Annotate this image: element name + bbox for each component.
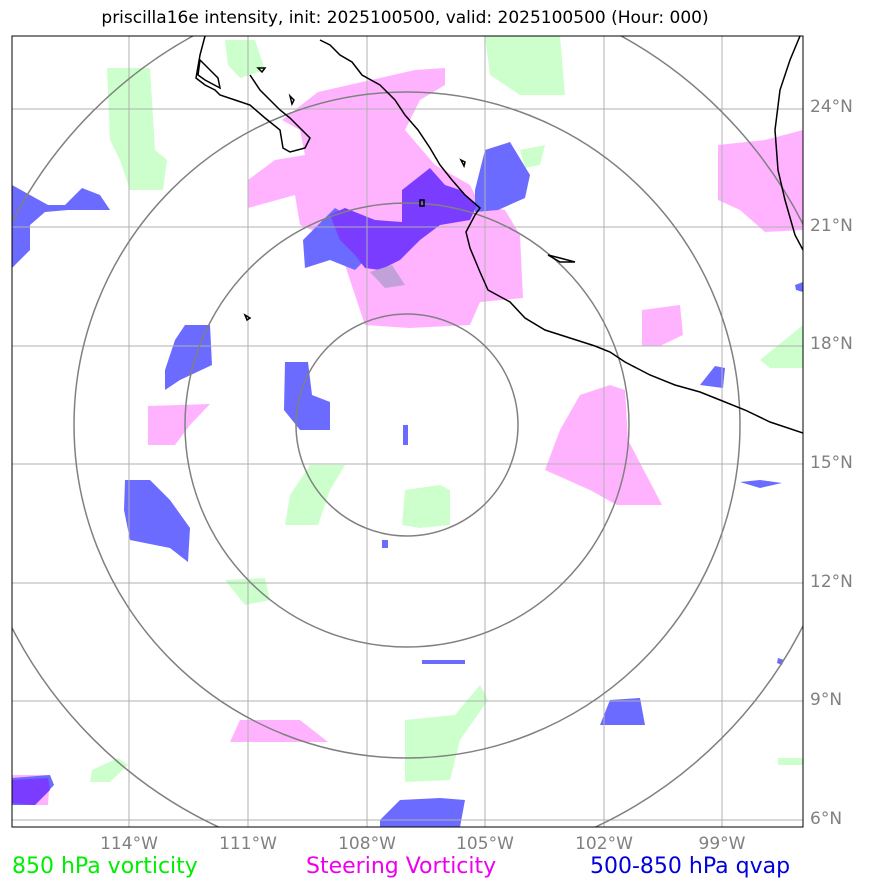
- lat-label-9n: 9°N: [810, 690, 843, 710]
- map-title: priscilla16e intensity, init: 2025100500…: [101, 8, 709, 28]
- coastline: [195, 36, 803, 434]
- range-rings: [12, 36, 803, 827]
- lon-label-108w: 108°W: [338, 834, 396, 854]
- lat-label-6n: 6°N: [810, 809, 843, 829]
- lat-label-18n: 18°N: [810, 334, 853, 354]
- overlap-gray-area: [370, 265, 405, 288]
- lon-label-105w: 105°W: [456, 834, 514, 854]
- lon-label-114w: 114°W: [100, 834, 158, 854]
- lat-label-21n: 21°N: [810, 216, 853, 236]
- lon-label-102w: 102°W: [575, 834, 633, 854]
- legend-vorticity-850: 850 hPa vorticity: [12, 854, 198, 879]
- grid-lines: [12, 36, 803, 827]
- qvap-areas: [12, 142, 803, 827]
- lat-label-24n: 24°N: [810, 97, 853, 117]
- lat-label-15n: 15°N: [810, 453, 853, 473]
- lat-label-12n: 12°N: [810, 572, 853, 592]
- plot-frame: [11, 35, 804, 828]
- legend-qvap: 500-850 hPa qvap: [590, 854, 791, 879]
- legend-steering-vorticity: Steering Vorticity: [306, 854, 497, 879]
- lon-label-111w: 111°W: [219, 834, 277, 854]
- lon-label-99w: 99°W: [698, 834, 746, 854]
